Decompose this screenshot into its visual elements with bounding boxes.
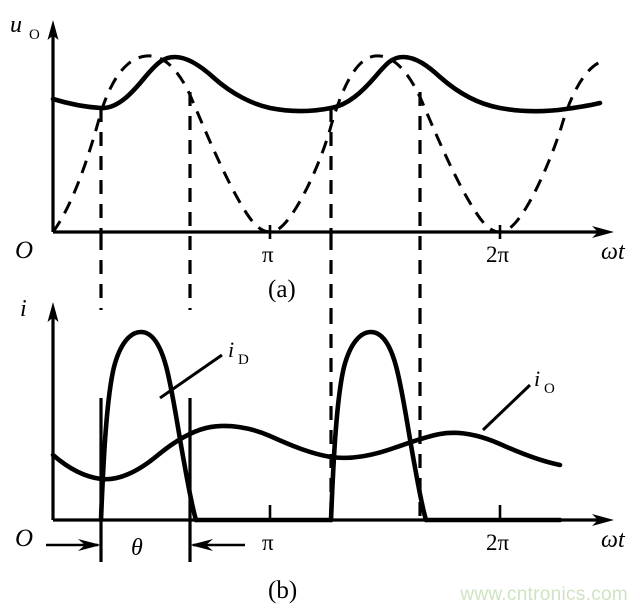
panel-b: i D i O θ i O π 2π ωt (b) [15, 296, 626, 604]
panel-a-sine-reference [51, 54, 601, 234]
panel-b-tick-label-2pi: 2π [486, 530, 510, 555]
panel-b-conduction-angle-dimension: θ [46, 535, 245, 561]
panel-a-output-voltage-curve [50, 54, 603, 114]
panel-a-y-axis [47, 20, 59, 232]
panel-b-tick-label-pi: π [262, 530, 274, 555]
panel-b-caption: (b) [268, 577, 297, 604]
inter-panel-guides [99, 236, 422, 310]
panel-b-output-current-annotation: i O [481, 366, 555, 432]
panel-b-output-current-curve [50, 423, 563, 482]
panel-a-origin-label: O [15, 237, 33, 264]
panel-a-y-axis-sublabel: O [29, 27, 40, 43]
panel-b-diode-current-label: i [228, 337, 234, 362]
panel-a-tick-label-2pi: 2π [486, 242, 510, 267]
panel-a-caption: (a) [268, 276, 296, 303]
panel-a-x-axis-label: ωt [601, 239, 626, 265]
panel-a-tick-label-pi: π [262, 242, 274, 267]
panel-b-conduction-angle-label: θ [131, 535, 143, 561]
panel-b-y-axis [47, 302, 59, 520]
panel-b-output-current-sublabel: O [544, 381, 555, 397]
watermark: www.cntronics.com [460, 584, 628, 605]
panel-b-diode-current-pulse-1 [98, 329, 199, 523]
panel-b-origin-label: O [15, 525, 33, 552]
panel-b-y-axis-label: i [20, 296, 27, 322]
panel-b-diode-current-pulse-2 [328, 329, 429, 523]
panel-b-diode-current-sublabel: D [238, 352, 249, 368]
panel-a: u O O π 2π ωt (a) [10, 12, 626, 303]
panel-b-output-current-label: i [534, 366, 540, 391]
panel-a-y-axis-label: u [10, 12, 22, 38]
panel-a-x-axis [53, 226, 614, 238]
panel-b-diode-current-annotation: i D [159, 337, 249, 400]
panel-b-x-axis-label: ωt [601, 527, 626, 553]
